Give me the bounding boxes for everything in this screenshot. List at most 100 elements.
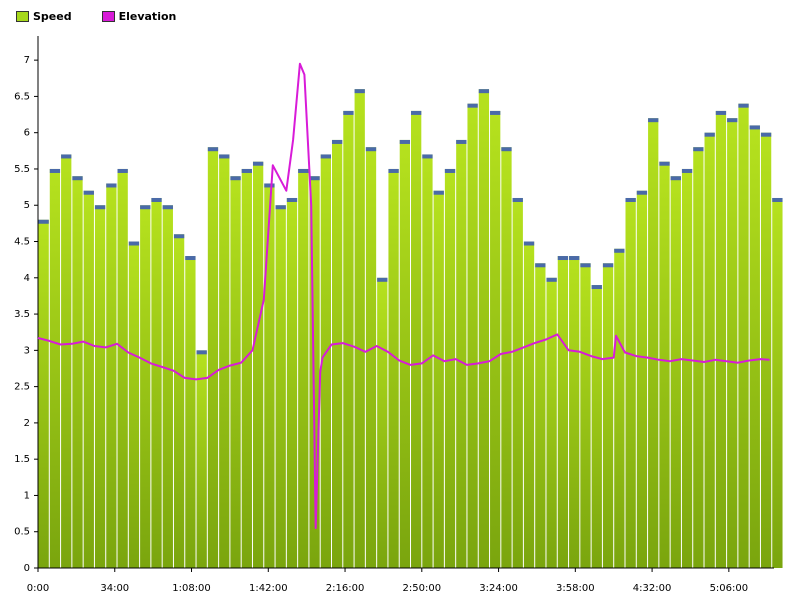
speed-bar	[38, 219, 49, 569]
speed-bar-cap	[535, 263, 546, 268]
speed-bar	[365, 147, 377, 568]
speed-bar-cap	[659, 161, 670, 166]
speed-bar	[388, 168, 399, 568]
speed-bar-cap	[625, 197, 636, 202]
speed-bar	[106, 183, 117, 568]
speed-bar	[580, 263, 591, 568]
speed-bar-cap	[252, 161, 264, 166]
speed-bar-cap	[241, 168, 252, 173]
speed-bar	[614, 248, 625, 569]
speed-bar-cap	[377, 277, 388, 282]
x-tick-label: 0:00	[27, 583, 49, 594]
speed-bar	[456, 139, 467, 568]
speed-bar-cap	[388, 168, 399, 173]
speed-bar	[275, 205, 286, 568]
speed-bar	[738, 103, 749, 568]
speed-bar	[49, 168, 61, 568]
speed-bar	[478, 89, 490, 568]
x-tick-label: 2:16:00	[326, 583, 365, 594]
legend: Speed Elevation	[16, 10, 176, 23]
elevation-line-layer	[37, 62, 770, 530]
speed-bar-cap	[422, 154, 433, 159]
speed-bar	[625, 197, 636, 568]
speed-bar-cap	[230, 176, 241, 181]
speed-bar-cap	[569, 256, 580, 261]
speed-bar	[659, 161, 670, 569]
speed-bar	[444, 168, 456, 568]
speed-bar-cap	[399, 139, 411, 144]
y-tick-label: 4.5	[14, 237, 30, 248]
speed-bar-cap	[693, 147, 704, 152]
speed-bar-cap	[760, 132, 772, 137]
y-tick-label: 1	[24, 490, 30, 501]
speed-bar-cap	[354, 89, 365, 94]
speed-bar	[173, 234, 185, 568]
speed-bar	[727, 118, 738, 568]
speed-bar	[523, 241, 535, 568]
speed-bar	[140, 205, 151, 568]
y-tick-label: 1.5	[14, 454, 30, 465]
speed-bar-cap	[61, 154, 72, 159]
speed-bar	[83, 190, 94, 569]
speed-bar-cap	[648, 118, 659, 123]
speed-bar-cap	[275, 205, 286, 210]
speed-bar	[648, 118, 659, 568]
speed-bar-cap	[83, 190, 94, 195]
x-tick-label: 3:24:00	[479, 583, 518, 594]
speed-bar	[693, 147, 704, 568]
speed-bar	[185, 256, 196, 568]
y-tick-label: 6.5	[14, 91, 30, 102]
speed-bar-cap	[411, 110, 422, 115]
speed-bar-cap	[151, 197, 162, 202]
speed-bar	[535, 263, 546, 568]
speed-bar	[196, 350, 207, 568]
speed-bar-cap	[433, 190, 444, 195]
speed-bar	[320, 154, 331, 568]
x-tick-label: 3:58:00	[556, 583, 595, 594]
legend-label-speed: Speed	[33, 10, 72, 23]
speed-bar-cap	[94, 205, 106, 210]
speed-bar-cap	[715, 110, 727, 115]
speed-bar	[264, 183, 275, 568]
speed-bar-cap	[72, 176, 83, 181]
speed-bar-cap	[128, 241, 140, 246]
speed-bar-cap	[681, 168, 693, 173]
speed-bar	[501, 147, 512, 568]
speed-bar	[377, 277, 388, 568]
speed-bar-cap	[207, 147, 219, 152]
speed-bar-cap	[264, 183, 275, 188]
speed-bar	[343, 110, 354, 569]
speed-bar-cap	[478, 89, 490, 94]
speed-bar-cap	[456, 139, 467, 144]
speed-bar	[704, 132, 715, 569]
speed-bar-cap	[196, 350, 207, 355]
speed-bar-cap	[727, 118, 738, 123]
axes: 0 0.5 1 1.5 2 2.5 3 3.5 4 4.5 5 5.5 6 6.5 7 0:00 34:00 1:…	[14, 36, 774, 594]
y-tick-label: 5.5	[14, 164, 30, 175]
speed-bar-cap	[49, 168, 61, 173]
speed-bar-cap	[602, 263, 614, 268]
legend-item-speed[interactable]: Speed	[16, 10, 72, 23]
speed-bar-cap	[670, 176, 681, 181]
legend-item-elevation[interactable]: Elevation	[101, 10, 177, 23]
speed-swatch	[16, 11, 29, 22]
y-tick-label: 2	[24, 418, 30, 429]
y-tick-label: 0.5	[14, 527, 30, 538]
speed-bar	[715, 110, 727, 569]
y-tick-label: 5	[24, 200, 30, 211]
speed-bar	[151, 197, 162, 568]
speed-bar	[546, 277, 557, 568]
speed-bar	[602, 263, 614, 568]
legend-label-elevation: Elevation	[118, 10, 177, 23]
speed-bar-cap	[331, 139, 343, 144]
x-tick-label: 5:06:00	[710, 583, 749, 594]
speed-bar-cap	[772, 197, 783, 202]
speed-bar-cap	[557, 256, 569, 261]
y-tick-label: 3.5	[14, 309, 30, 320]
speed-bar	[252, 161, 264, 569]
speed-bar	[591, 285, 602, 568]
speed-bar	[557, 256, 569, 568]
speed-bar-cap	[117, 168, 128, 173]
speed-bar-cap	[343, 110, 354, 115]
speed-bar-cap	[38, 219, 49, 224]
